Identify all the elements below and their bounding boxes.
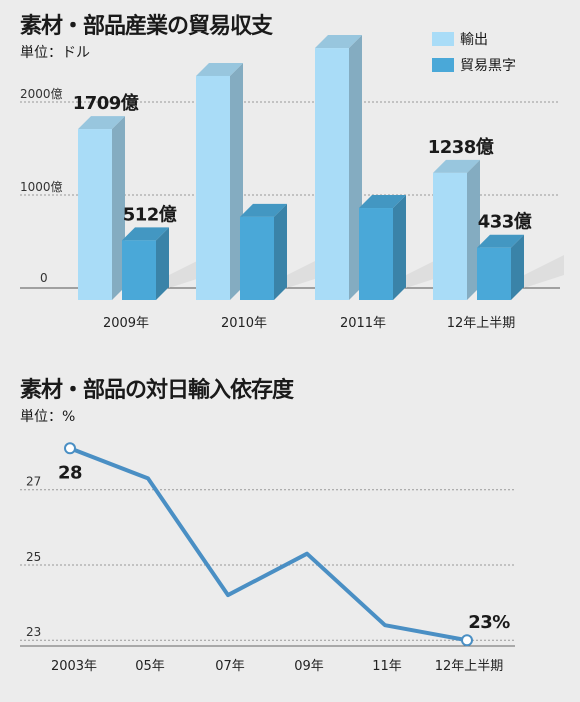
bar-surplus-1 <box>240 203 287 300</box>
data-label: 1709億 <box>73 92 139 114</box>
x-tick-label: 07年 <box>215 659 245 674</box>
x-tick-label: 2009年 <box>103 316 149 331</box>
y-tick-label: 1000億 <box>20 180 63 194</box>
legend-swatch-surplus <box>432 58 454 72</box>
bar-side <box>274 203 287 300</box>
x-tick-label: 09年 <box>294 659 324 674</box>
bar-front <box>477 247 511 300</box>
bar-side <box>511 234 524 300</box>
data-label: 23% <box>468 612 510 633</box>
bar-side <box>230 62 243 301</box>
bar-shadow <box>524 255 564 288</box>
bar-top <box>315 35 362 49</box>
bar-side <box>467 159 480 300</box>
bar-top <box>359 195 406 209</box>
bar-top <box>240 203 287 217</box>
legend-item-surplus: 貿易黒字 <box>432 52 516 78</box>
y-tick-label: 0 <box>40 271 48 285</box>
bar-surplus-3 <box>477 234 524 300</box>
bar-front <box>433 172 467 300</box>
bar-top <box>122 227 169 241</box>
bar-front <box>196 75 230 301</box>
chart1-title: 素材・部品産業の貿易収支 <box>20 14 273 39</box>
data-label: 512億 <box>123 203 177 225</box>
chart1-legend: 輸出 貿易黒字 <box>432 26 516 78</box>
chart1-unit: 単位：ドル <box>20 45 90 61</box>
y-tick-label: 25 <box>26 550 41 564</box>
x-tick-label: 11年 <box>372 659 402 674</box>
legend-swatch-export <box>432 32 454 46</box>
bar-side <box>156 227 169 300</box>
bar-export-3 <box>433 159 480 300</box>
x-tick-label: 12年上半期 <box>435 659 504 674</box>
bar-front <box>315 48 349 301</box>
data-label: 28 <box>58 462 82 483</box>
data-label: 1238億 <box>428 136 494 158</box>
y-tick-label: 23 <box>26 625 41 639</box>
legend-item-export: 輸出 <box>432 26 516 52</box>
y-tick-label: 27 <box>26 475 41 489</box>
x-tick-label: 2003年 <box>51 659 97 674</box>
bar-front <box>122 240 156 300</box>
chart2-unit: 単位：% <box>20 409 76 425</box>
x-tick-label: 2010年 <box>221 316 267 331</box>
bar-top <box>433 159 480 173</box>
legend-label-export: 輸出 <box>460 32 488 48</box>
bar-side <box>349 35 362 301</box>
bar-surplus-0 <box>122 227 169 300</box>
legend-label-surplus: 貿易黒字 <box>460 58 516 74</box>
data-label: 433億 <box>478 211 532 233</box>
x-tick-label: 12年上半期 <box>447 316 516 331</box>
line-point <box>64 442 76 455</box>
bar-export-1 <box>196 62 243 301</box>
bar-export-2 <box>315 35 362 301</box>
bar-front <box>359 208 393 300</box>
bar-front <box>78 129 112 300</box>
bar-front <box>240 216 274 300</box>
bar-side <box>393 195 406 300</box>
y-tick-label: 2000億 <box>20 87 63 101</box>
bar-top <box>477 234 524 248</box>
bar-top <box>196 62 243 76</box>
x-tick-label: 2011年 <box>340 316 386 331</box>
bar-surplus-2 <box>359 195 406 300</box>
bar-export-0 <box>78 116 125 300</box>
x-tick-label: 05年 <box>135 659 165 674</box>
line-point <box>461 634 473 647</box>
bar-chart: 0 1000億 2000億 2009年 2010年 2011年 12年上半期 1709億 512… <box>20 35 564 331</box>
chart2-title: 素材・部品の対日輸入依存度 <box>20 378 294 403</box>
series-line <box>69 446 468 643</box>
bar-side <box>112 116 125 300</box>
bar-top <box>78 116 125 130</box>
